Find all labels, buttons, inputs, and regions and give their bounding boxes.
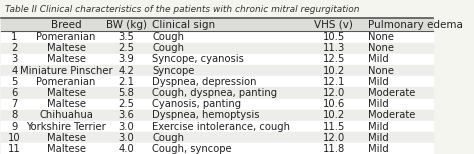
Text: 12.0: 12.0	[322, 88, 345, 98]
Text: Maltese: Maltese	[46, 88, 86, 98]
Text: None: None	[368, 32, 394, 42]
Text: 6: 6	[11, 88, 18, 98]
Bar	[1, 144, 433, 154]
Text: Maltese: Maltese	[46, 55, 86, 65]
Text: 4.2: 4.2	[118, 66, 135, 76]
Text: Moderate: Moderate	[368, 110, 416, 120]
Text: Mild: Mild	[368, 55, 389, 65]
Text: Pulmonary edema: Pulmonary edema	[368, 20, 463, 30]
Text: 4: 4	[11, 66, 18, 76]
Text: None: None	[368, 66, 394, 76]
Text: 5.8: 5.8	[118, 88, 135, 98]
Text: 11.8: 11.8	[322, 144, 345, 154]
Text: 1: 1	[11, 32, 18, 42]
Text: 2.1: 2.1	[118, 77, 135, 87]
Text: 11: 11	[8, 144, 21, 154]
Text: 2: 2	[11, 43, 18, 53]
Text: 3.6: 3.6	[118, 110, 135, 120]
Text: 10.2: 10.2	[322, 110, 345, 120]
Text: Yorkshire Terrier: Yorkshire Terrier	[26, 122, 106, 132]
Text: Maltese: Maltese	[46, 99, 86, 109]
Text: Cough, dyspnea, panting: Cough, dyspnea, panting	[153, 88, 277, 98]
Bar	[1, 43, 433, 54]
Text: Cough: Cough	[153, 32, 184, 42]
Text: Syncope, cyanosis: Syncope, cyanosis	[153, 55, 244, 65]
Text: Mild: Mild	[368, 77, 389, 87]
Text: None: None	[368, 43, 394, 53]
Text: 8: 8	[11, 110, 18, 120]
Text: 9: 9	[11, 122, 18, 132]
Text: 10.6: 10.6	[322, 99, 345, 109]
Text: 10.5: 10.5	[322, 32, 345, 42]
Text: Moderate: Moderate	[368, 88, 416, 98]
Text: Mild: Mild	[368, 144, 389, 154]
Text: BW (kg): BW (kg)	[106, 20, 147, 30]
Text: Cough, syncope: Cough, syncope	[153, 144, 232, 154]
Text: Dyspnea, depression: Dyspnea, depression	[153, 77, 257, 87]
Text: 12.5: 12.5	[322, 55, 345, 65]
Text: Table II Clinical characteristics of the patients with chronic mitral regurgitat: Table II Clinical characteristics of the…	[5, 5, 359, 14]
Bar	[1, 87, 433, 99]
Text: Cough: Cough	[153, 43, 184, 53]
Text: 3.0: 3.0	[118, 133, 135, 143]
Bar	[1, 65, 433, 76]
Text: 12.1: 12.1	[322, 77, 345, 87]
Text: 10: 10	[8, 133, 21, 143]
Text: 11.5: 11.5	[322, 122, 345, 132]
Bar	[1, 99, 433, 110]
Text: Syncope: Syncope	[153, 66, 195, 76]
Text: 2.5: 2.5	[118, 43, 135, 53]
Bar	[1, 132, 433, 144]
Text: 4.0: 4.0	[118, 144, 135, 154]
Text: 11.3: 11.3	[322, 43, 345, 53]
Bar	[1, 54, 433, 65]
Text: Mild: Mild	[368, 133, 389, 143]
Text: 5: 5	[11, 77, 18, 87]
Text: Dyspnea, hemoptysis: Dyspnea, hemoptysis	[153, 110, 260, 120]
Text: Mild: Mild	[368, 99, 389, 109]
Text: 3: 3	[11, 55, 18, 65]
Text: Exercise intolerance, cough: Exercise intolerance, cough	[153, 122, 291, 132]
Text: Miniature Pinscher: Miniature Pinscher	[20, 66, 112, 76]
Text: Breed: Breed	[51, 20, 82, 30]
Bar	[1, 110, 433, 121]
Text: Pomeranian: Pomeranian	[36, 32, 96, 42]
Text: 10.2: 10.2	[322, 66, 345, 76]
Text: 2.5: 2.5	[118, 99, 135, 109]
Text: Maltese: Maltese	[46, 133, 86, 143]
Text: 7: 7	[11, 99, 18, 109]
Bar	[1, 121, 433, 132]
Text: 3.5: 3.5	[118, 32, 135, 42]
Bar	[1, 31, 433, 43]
Text: 12.0: 12.0	[322, 133, 345, 143]
Text: 3.0: 3.0	[118, 122, 135, 132]
Text: VHS (v): VHS (v)	[314, 20, 353, 30]
Text: Pomeranian: Pomeranian	[36, 77, 96, 87]
Text: Cough: Cough	[153, 133, 184, 143]
Text: Maltese: Maltese	[46, 43, 86, 53]
Text: Cyanosis, panting: Cyanosis, panting	[153, 99, 242, 109]
Text: Chihuahua: Chihuahua	[39, 110, 93, 120]
Text: Maltese: Maltese	[46, 144, 86, 154]
Text: 3.9: 3.9	[118, 55, 135, 65]
Bar	[1, 18, 433, 31]
Text: Clinical sign: Clinical sign	[153, 20, 216, 30]
Text: Mild: Mild	[368, 122, 389, 132]
Bar	[1, 76, 433, 87]
